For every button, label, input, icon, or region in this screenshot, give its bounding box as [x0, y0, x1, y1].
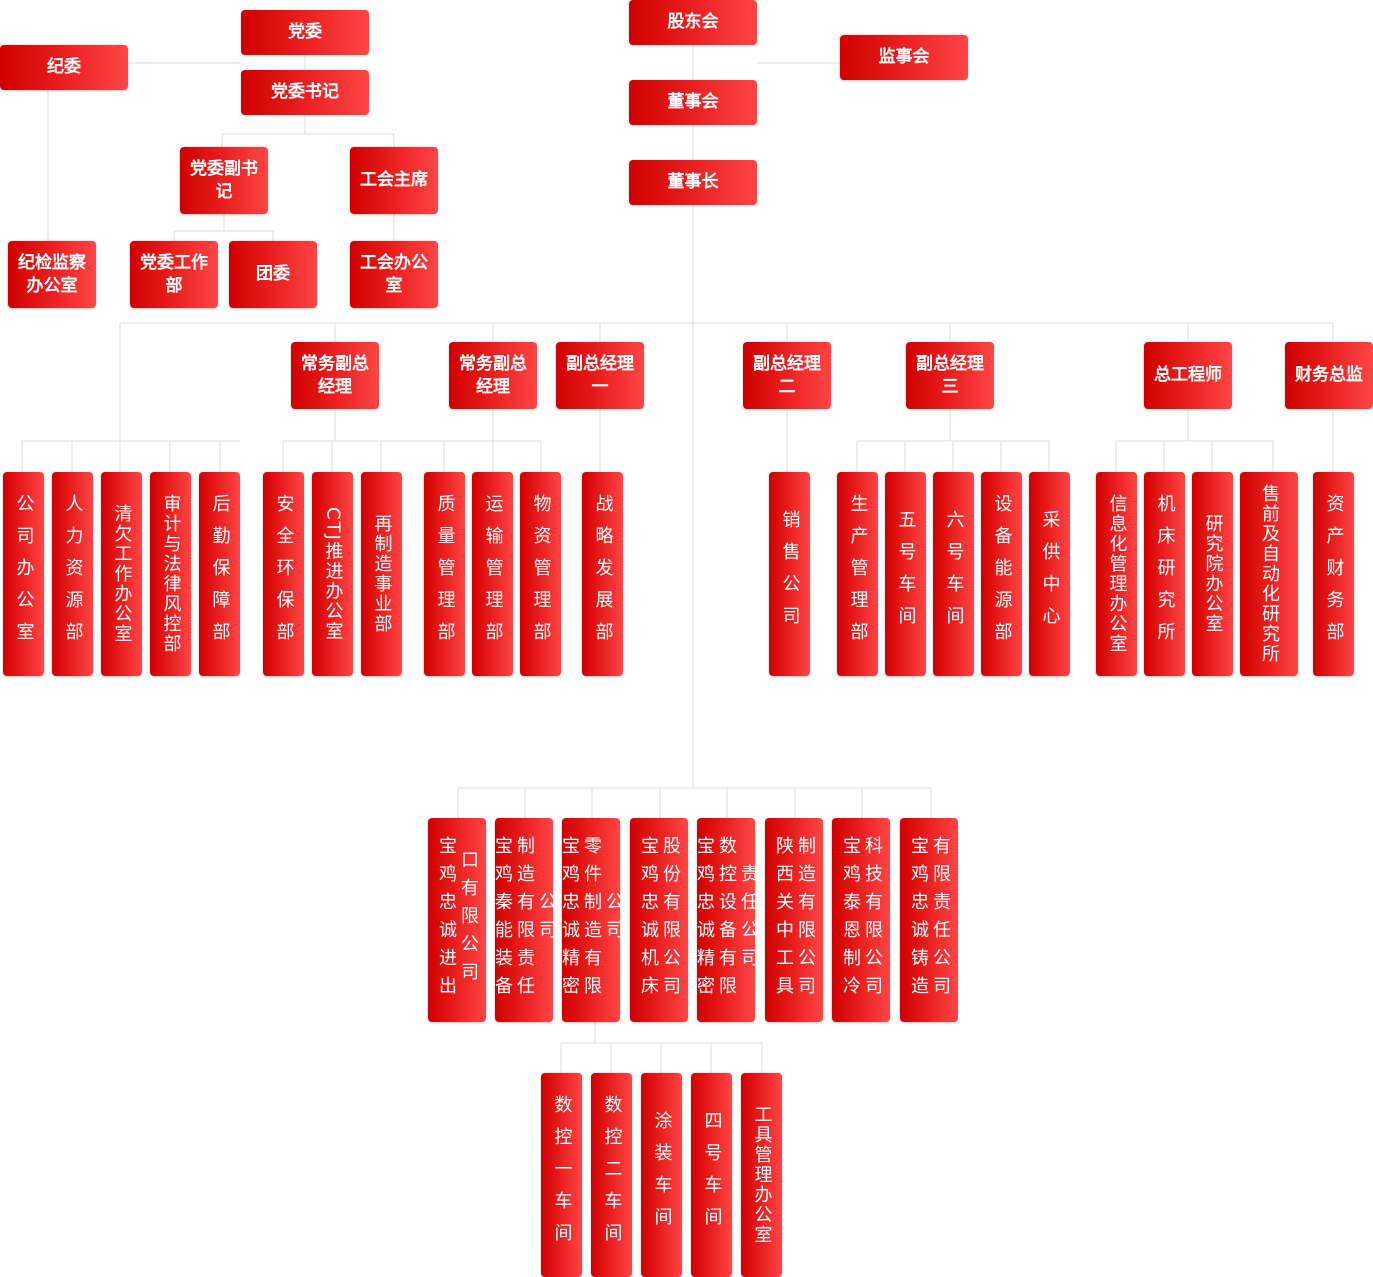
- department-box: 采供中心: [1029, 472, 1070, 676]
- workshop-box: 数控二车间: [591, 1073, 632, 1277]
- deputy-secretary-box: 党委副书记: [180, 147, 268, 214]
- department-box: 审计与法律风控部: [150, 472, 191, 676]
- manager-box: 常务副总经理: [449, 342, 537, 409]
- subsidiary-box: 宝鸡泰恩制冷科技有限公司: [832, 818, 890, 1022]
- youth-league-box: 团委: [229, 241, 317, 308]
- department-box: 质量管理部: [424, 472, 465, 676]
- manager-box: 副总经理三: [906, 342, 994, 409]
- subsidiary-box: 宝鸡忠诚铸造有限责任公司: [900, 818, 958, 1022]
- workshop-box: 四号车间: [691, 1073, 732, 1277]
- supervisors-box: 监事会: [840, 35, 968, 80]
- department-box: 销售公司: [769, 472, 810, 676]
- union-chair-box: 工会主席: [350, 147, 438, 214]
- party-box: 党委: [241, 10, 369, 55]
- manager-box: 总工程师: [1144, 342, 1232, 409]
- department-box: 公司办公室: [3, 472, 44, 676]
- department-box: 五号车间: [885, 472, 926, 676]
- department-box: 设备能源部: [981, 472, 1022, 676]
- department-box: 生产管理部: [837, 472, 878, 676]
- discipline-box: 纪委: [0, 45, 128, 90]
- subsidiary-box: 宝鸡忠诚精密数控设备有限责任公司: [694, 818, 759, 1022]
- workshop-box: 涂装车间: [641, 1073, 682, 1277]
- department-box: 六号车间: [933, 472, 974, 676]
- manager-box: 财务总监: [1285, 342, 1373, 409]
- department-box: 后勤保障部: [199, 472, 240, 676]
- party-work-dept-box: 党委工作部: [130, 241, 218, 308]
- department-box: 再制造事业部: [361, 472, 402, 676]
- subsidiary-box: 宝鸡秦能装备制造有限责任公司: [492, 818, 557, 1022]
- department-box: 售前及自动化研究所: [1240, 472, 1298, 676]
- department-box: 清欠工作办公室: [101, 472, 142, 676]
- department-box: 战略发展部: [582, 472, 623, 676]
- department-box: 研究院办公室: [1192, 472, 1233, 676]
- subsidiary-box: 宝鸡忠诚精密零件制造有限公司: [559, 818, 624, 1022]
- workshop-box: 工具管理办公室: [741, 1073, 782, 1277]
- manager-box: 副总经理二: [743, 342, 831, 409]
- department-box: 运输管理部: [472, 472, 513, 676]
- party-secretary-box: 党委书记: [241, 70, 369, 115]
- department-box: 安全环保部: [263, 472, 304, 676]
- department-box: 物资管理部: [520, 472, 561, 676]
- subsidiary-box: 宝鸡忠诚进出口有限公司: [428, 818, 486, 1022]
- manager-box: 副总经理一: [556, 342, 644, 409]
- workshop-box: 数控一车间: [541, 1073, 582, 1277]
- discipline-office-box: 纪检监察办公室: [8, 241, 96, 308]
- shareholders-box: 股东会: [629, 0, 757, 45]
- department-box: CTJ推进办公室: [312, 472, 353, 676]
- subsidiary-box: 宝鸡忠诚机床股份有限公司: [630, 818, 688, 1022]
- chairman-box: 董事长: [629, 160, 757, 205]
- manager-box: 常务副总经理: [291, 342, 379, 409]
- department-box: 人力资源部: [52, 472, 93, 676]
- union-office-box: 工会办公室: [350, 241, 438, 308]
- department-box: 机床研究所: [1144, 472, 1185, 676]
- department-box: 资产财务部: [1313, 472, 1354, 676]
- subsidiary-box: 陕西关中工具制造有限公司: [765, 818, 823, 1022]
- board-box: 董事会: [629, 80, 757, 125]
- department-box: 信息化管理办公室: [1096, 472, 1137, 676]
